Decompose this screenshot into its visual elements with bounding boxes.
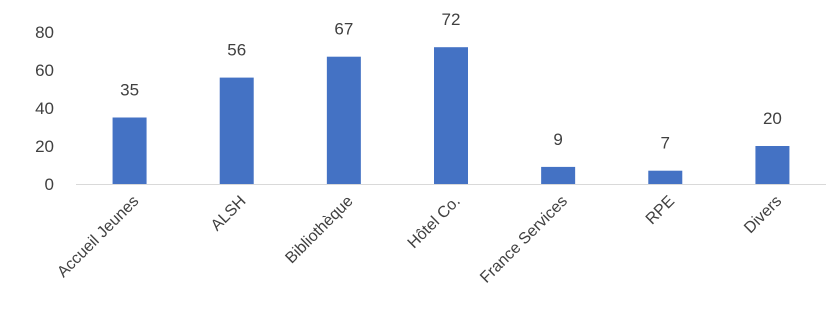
y-tick-label: 60 — [35, 61, 54, 80]
category-label: Accueil Jeunes — [54, 193, 142, 281]
data-label: 56 — [227, 41, 246, 60]
category-label: Bibliothèque — [282, 193, 356, 267]
data-labels: 35 56 67 72 9 7 20 — [120, 10, 782, 153]
y-tick-label: 0 — [45, 175, 54, 194]
data-label: 35 — [120, 81, 139, 100]
bar — [434, 47, 468, 185]
y-tick-label: 80 — [35, 23, 54, 42]
bar — [755, 146, 790, 184]
data-label: 20 — [763, 109, 782, 128]
bar — [219, 77, 254, 184]
bar — [541, 166, 576, 184]
bar — [112, 117, 147, 184]
category-labels: Accueil Jeunes ALSH Bibliothèque Hôtel Co. F… — [54, 193, 785, 287]
data-label: 7 — [661, 134, 670, 153]
category-label: Divers — [741, 193, 785, 237]
category-label: France Services — [477, 193, 571, 287]
category-label: Hôtel Co. — [405, 193, 464, 252]
category-label: ALSH — [208, 193, 250, 235]
y-tick-label: 40 — [35, 99, 54, 118]
data-label: 72 — [442, 10, 461, 29]
bar — [326, 56, 361, 185]
bars — [112, 47, 790, 185]
category-label: RPE — [643, 193, 678, 228]
data-label: 67 — [334, 20, 353, 39]
bar — [648, 170, 683, 184]
y-axis-ticks: 0 20 40 60 80 — [35, 23, 54, 194]
data-label: 9 — [553, 130, 562, 149]
y-tick-label: 20 — [35, 137, 54, 156]
